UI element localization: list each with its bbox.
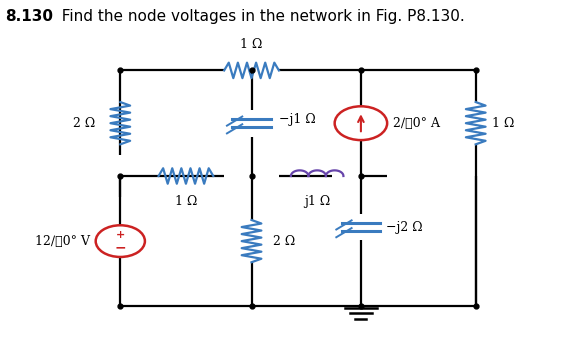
Text: −j1 Ω: −j1 Ω [279, 113, 316, 126]
Text: 12∕㏒0° V: 12∕㏒0° V [35, 235, 90, 247]
Text: j1 Ω: j1 Ω [304, 195, 331, 208]
Text: 2∕㏒0° A: 2∕㏒0° A [393, 117, 439, 130]
Text: +: + [116, 230, 125, 240]
Text: 1 Ω: 1 Ω [492, 117, 514, 130]
Text: 2 Ω: 2 Ω [274, 235, 296, 247]
Text: Find the node voltages in the network in Fig. P8.130.: Find the node voltages in the network in… [52, 9, 465, 24]
Text: 2 Ω: 2 Ω [73, 117, 96, 130]
Text: −: − [114, 240, 126, 254]
Text: −j2 Ω: −j2 Ω [386, 221, 422, 233]
Text: 1 Ω: 1 Ω [175, 195, 197, 208]
Text: 8.130: 8.130 [6, 9, 54, 24]
Text: 1 Ω: 1 Ω [240, 38, 263, 51]
